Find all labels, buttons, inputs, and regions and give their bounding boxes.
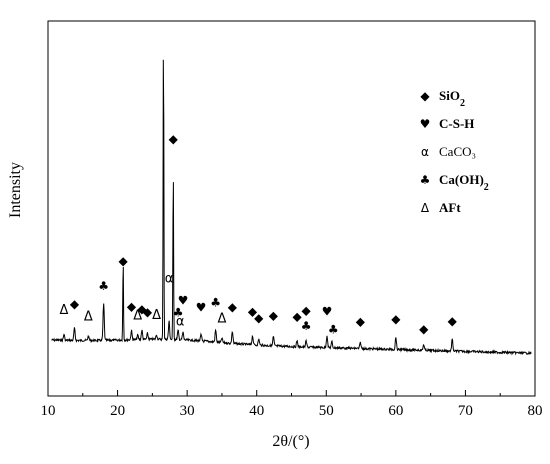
x-tick-label: 70 [458,403,473,419]
x-tick-label: 40 [249,403,264,419]
phase-marker-alpha: α [176,315,185,330]
phase-marker-diamond: ◆ [448,314,458,328]
phase-marker-triangle: Δ [60,303,69,318]
phase-marker-heart: ♥ [178,293,189,307]
phase-marker-club: ♣ [301,319,312,333]
phase-marker-triangle: Δ [133,308,142,323]
xrd-pattern-line [51,59,532,356]
phase-marker-diamond: ◆ [269,309,279,323]
phase-marker-triangle: Δ [152,308,161,323]
x-axis-title: 2θ/(°) [272,433,309,450]
phase-marker-club: ♣ [328,323,339,337]
phase-marker-diamond: ◆ [248,304,258,318]
x-tick-label: 80 [528,403,543,419]
legend-label-alpha: CaCO₃ [439,144,476,159]
x-axis-tick-labels: 10 20 30 40 50 60 70 80 [41,403,543,419]
legend-label-heart: C-S-H [439,116,474,131]
phase-marker-diamond: ◆ [391,312,401,326]
phase-marker-diamond: ◆ [356,314,366,328]
phase-marker-alpha: α [165,272,174,287]
phase-marker-club: ♣ [173,305,184,319]
legend-label-triangle: AFt [439,200,461,215]
legend: ◆ SiO2 ♥ C-S-H α CaCO₃ ♣ Ca(OH)2 Δ AFt [420,88,489,215]
phase-marker-club: ♣ [210,296,221,310]
phase-marker-diamond: ◆ [127,299,137,313]
x-tick-label: 30 [180,403,195,419]
y-axis-title: Intensity [7,162,24,218]
phase-marker-diamond: ◆ [137,302,147,316]
phase-marker-diamond: ◆ [70,297,80,311]
x-tick-label: 50 [319,403,334,419]
phase-marker-diamond: ◆ [119,254,129,268]
legend-symbol-alpha: α [421,145,429,159]
phase-marker-diamond: ◆ [419,322,429,336]
legend-label-diamond: SiO2 [439,88,465,109]
phase-marker-triangle: Δ [84,309,93,324]
phase-marker-heart: ♥ [196,301,207,315]
phase-marker-diamond: ◆ [169,132,179,146]
phase-marker-heart: ♥ [322,304,333,318]
legend-symbol-triangle: Δ [421,201,430,215]
plot-frame [47,20,536,397]
x-tick-label: 60 [388,403,403,419]
legend-symbol-club: ♣ [420,173,431,187]
phase-marker-club: ♣ [98,279,109,293]
phase-marker-diamond: ◆ [292,309,302,323]
legend-symbol-diamond: ◆ [420,89,430,103]
phase-marker-diamond: ◆ [254,311,264,325]
phase-marker-triangle: Δ [217,311,226,326]
phase-markers: Δ◆Δ♣◆◆Δ◆◆Δ◆α◆♣♥α♥♣Δ◆◆◆◆◆◆♣♥♣◆◆◆◆ [60,132,458,337]
phase-marker-diamond: ◆ [228,300,238,314]
x-tick-label: 20 [110,403,125,419]
legend-label-club: Ca(OH)2 [439,172,489,193]
legend-symbol-heart: ♥ [420,117,431,131]
x-tick-label: 10 [41,403,56,419]
x-axis-ticks [47,390,536,396]
phase-marker-diamond: ◆ [301,304,311,318]
phase-marker-diamond: ◆ [143,305,153,319]
